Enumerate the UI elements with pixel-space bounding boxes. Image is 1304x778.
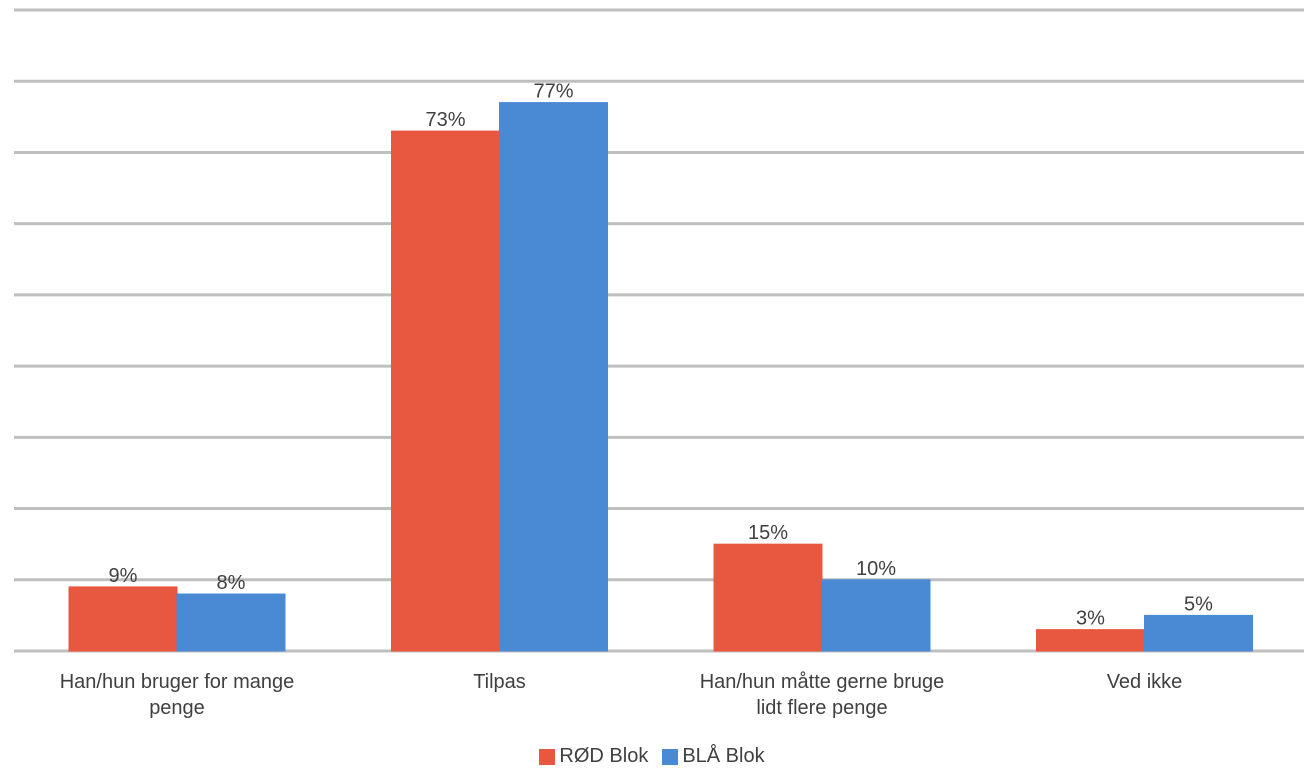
data-label-rod-0: 9% (109, 565, 138, 587)
legend-label-rod: RØD Blok (559, 745, 649, 767)
data-label-rod-1: 73% (425, 109, 465, 131)
data-labels: 9% 8% 73% 77% 15% 10% 3% 5% (109, 81, 1214, 630)
data-label-bla-2: 10% (856, 558, 896, 580)
legend-item-bla: BLÅ Blok (662, 745, 765, 768)
bars (68, 102, 1253, 652)
bar-rod-0 (68, 586, 178, 652)
data-label-bla-0: 8% (217, 572, 246, 594)
category-label-0: Han/hun bruger for mange penge (60, 671, 295, 719)
data-label-rod-2: 15% (748, 522, 788, 544)
legend-item-rod: RØD Blok (539, 745, 648, 768)
category-label-3: Ved ikke (1107, 671, 1183, 693)
bar-bla-3 (1144, 614, 1253, 652)
legend: RØD Blok BLÅ Blok (0, 745, 1304, 768)
gridlines (14, 8, 1304, 653)
bar-bla-0 (176, 593, 286, 652)
legend-swatch-rod (539, 748, 556, 765)
category-labels: Han/hun bruger for mange penge Tilpas Han/h… (60, 671, 1183, 719)
legend-swatch-bla (662, 748, 679, 765)
data-label-rod-3: 3% (1076, 608, 1105, 630)
bar-bla-2 (821, 579, 931, 652)
data-label-bla-3: 5% (1184, 593, 1213, 615)
category-label-2: Han/hun måtte gerne bruge lidt flere peng… (700, 671, 945, 719)
bar-rod-3 (1036, 629, 1145, 652)
bar-rod-2 (713, 543, 823, 652)
category-label-1: Tilpas (473, 671, 526, 693)
bar-bla-1 (499, 102, 608, 652)
bar-rod-1 (391, 130, 500, 652)
data-label-bla-1: 77% (533, 81, 573, 103)
legend-label-bla: BLÅ Blok (682, 745, 765, 767)
